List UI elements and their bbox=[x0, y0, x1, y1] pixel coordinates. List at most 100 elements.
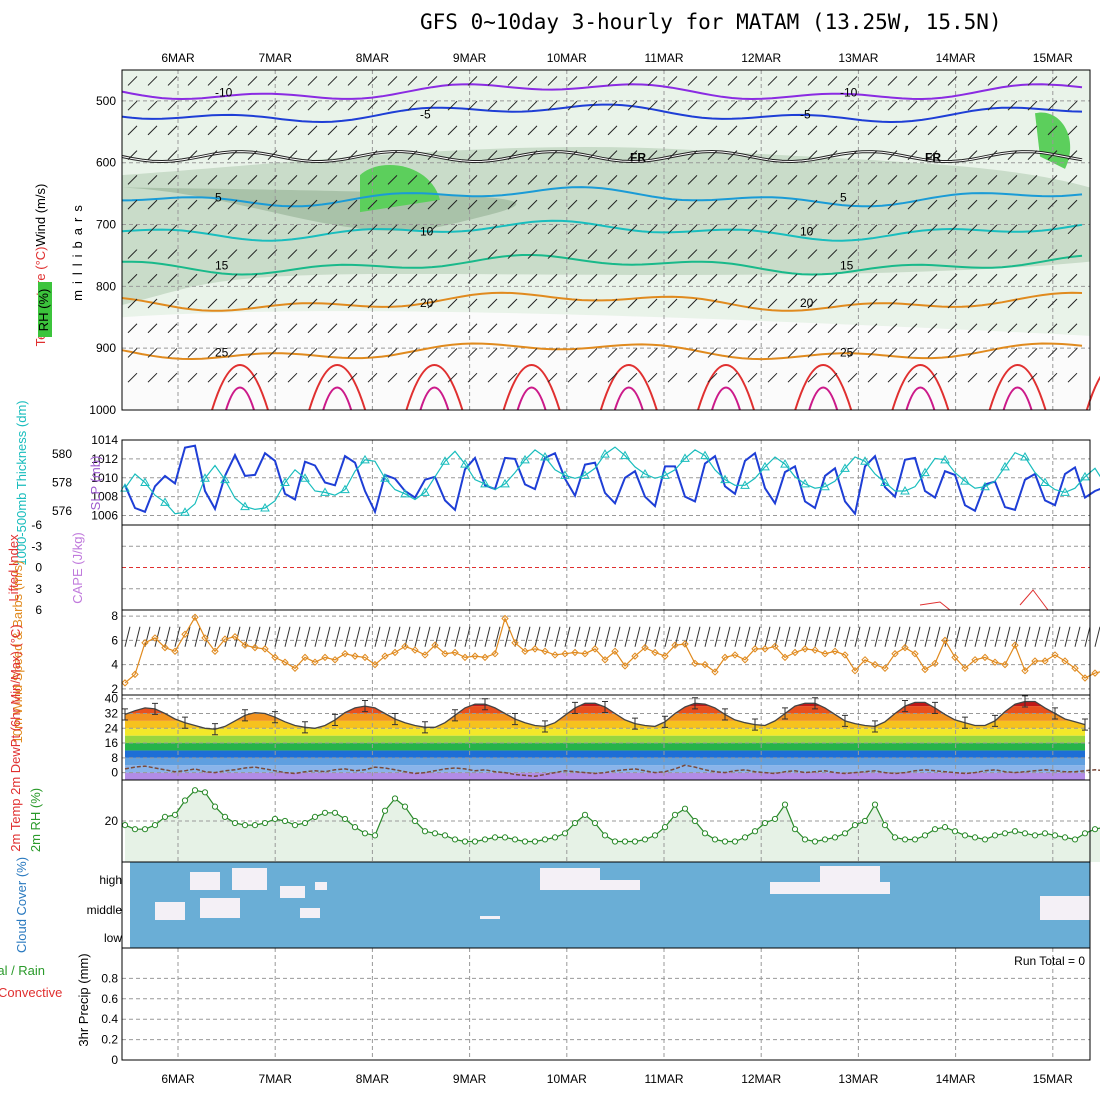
wind-speed-line-point bbox=[571, 648, 579, 657]
wind-speed-line-point bbox=[641, 643, 649, 652]
wind-speed-line-point bbox=[701, 660, 709, 669]
wind-barb bbox=[907, 150, 918, 160]
thickness-line-point bbox=[220, 474, 230, 484]
temp-contour bbox=[121, 291, 1083, 312]
rh-line-point bbox=[771, 815, 779, 823]
wind-10m-barb bbox=[1034, 626, 1041, 647]
thickness-line-point bbox=[540, 451, 550, 461]
wind-barb bbox=[787, 298, 798, 309]
wind-10m-barb bbox=[744, 626, 751, 647]
wind-barb bbox=[527, 298, 538, 309]
temp-minmax-bar bbox=[452, 709, 458, 722]
wind-barb bbox=[207, 249, 218, 259]
wind-barb bbox=[1007, 348, 1018, 358]
wind-barb bbox=[607, 273, 618, 284]
wind-barb bbox=[747, 273, 758, 284]
temp-contour-label: 15 bbox=[215, 259, 229, 273]
wind-speed-line-point bbox=[1001, 660, 1009, 669]
wind-barb bbox=[987, 348, 998, 358]
wind-barb bbox=[527, 249, 538, 259]
wind-barb bbox=[607, 175, 618, 185]
wind-speed-line-point bbox=[261, 645, 269, 653]
wind-barb bbox=[887, 175, 898, 185]
wind-barb bbox=[967, 348, 978, 358]
wind-barb bbox=[1007, 249, 1018, 259]
wind-barb bbox=[467, 224, 478, 235]
wind-barb bbox=[567, 125, 578, 136]
wind-barb bbox=[347, 100, 358, 111]
wind-barb bbox=[367, 199, 378, 210]
slp-y-tick: 1014 bbox=[91, 433, 118, 447]
wind-barb bbox=[927, 175, 938, 185]
wind-speed-line-point bbox=[991, 658, 999, 666]
wind-barb bbox=[327, 199, 338, 210]
date-label-bottom: 13MAR bbox=[838, 1072, 878, 1086]
rh-line-point bbox=[721, 838, 729, 845]
date-label-bottom: 6MAR bbox=[161, 1072, 195, 1086]
wind-barb bbox=[307, 125, 318, 136]
wind-barb bbox=[487, 273, 498, 284]
temp-y-tick: 8 bbox=[111, 751, 118, 765]
wind-barb bbox=[407, 249, 418, 259]
wind-10m-barb bbox=[404, 626, 411, 647]
warm-contour bbox=[891, 364, 950, 411]
rh-line-point bbox=[311, 813, 319, 821]
wind-barb bbox=[507, 273, 518, 284]
thickness-line-point bbox=[360, 454, 370, 464]
rh-line-point bbox=[151, 822, 159, 829]
temp-contour-label: -10 bbox=[215, 86, 233, 100]
wind-barb bbox=[467, 298, 478, 309]
wind-speed-line-point bbox=[951, 653, 959, 662]
ua-yaxis-title: millibars bbox=[70, 199, 85, 301]
wind-barb bbox=[927, 323, 938, 334]
rh-line-point bbox=[221, 813, 229, 821]
wind-barb bbox=[447, 150, 458, 160]
wind-barb bbox=[1027, 298, 1038, 309]
wind-speed-line-point bbox=[911, 650, 919, 658]
wind-barb bbox=[547, 372, 558, 383]
wind-barb bbox=[787, 273, 798, 284]
wind-barb bbox=[527, 224, 538, 235]
wind-barb bbox=[967, 372, 978, 383]
wind-barb bbox=[767, 273, 778, 284]
wind-barb bbox=[187, 150, 198, 160]
wind-barb bbox=[167, 224, 178, 235]
wind-10m-barb bbox=[564, 626, 571, 647]
wind-speed-line-point bbox=[451, 648, 459, 657]
wind-barb bbox=[367, 76, 378, 86]
wind-barb bbox=[587, 125, 598, 136]
wind-barb bbox=[867, 224, 878, 235]
rh-line-point bbox=[1061, 834, 1069, 841]
wind-barb bbox=[747, 372, 758, 383]
wind-barb bbox=[327, 298, 338, 309]
wind-10m-barb bbox=[804, 626, 811, 647]
wind-barb bbox=[387, 348, 398, 358]
wind-10m-barb bbox=[534, 626, 541, 647]
wind-barb bbox=[987, 249, 998, 259]
wind-barb bbox=[547, 249, 558, 259]
temp-contour-label: -5 bbox=[420, 107, 431, 121]
wind-barb bbox=[907, 125, 918, 136]
cloud-block bbox=[315, 882, 327, 890]
wind-barb bbox=[967, 249, 978, 259]
temp-color-band bbox=[125, 720, 1085, 729]
wind-barb bbox=[227, 150, 238, 160]
rh-line-point bbox=[271, 815, 279, 823]
wind-barb bbox=[507, 175, 518, 185]
thickness-line-point bbox=[720, 474, 730, 484]
wind-speed-line-point bbox=[711, 668, 719, 676]
wind-barb bbox=[1047, 125, 1058, 136]
temp-color-band bbox=[125, 757, 1085, 766]
wind-barb bbox=[307, 100, 318, 111]
wind-barb bbox=[967, 323, 978, 334]
wind-10m-barb bbox=[964, 626, 971, 647]
wind-barb bbox=[247, 249, 258, 259]
rh-line-point bbox=[281, 817, 289, 825]
li-spike bbox=[919, 601, 951, 611]
wind-barb bbox=[767, 298, 778, 309]
wind-speed-line-point bbox=[191, 613, 199, 621]
wind-10m-barb bbox=[394, 626, 401, 647]
wind-barb bbox=[967, 76, 978, 86]
wind-barb bbox=[307, 348, 318, 358]
wind-barb bbox=[587, 249, 598, 259]
